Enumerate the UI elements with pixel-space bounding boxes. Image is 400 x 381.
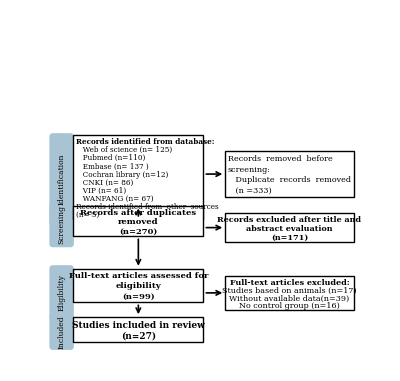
- Text: Eligibility: Eligibility: [58, 274, 66, 311]
- Text: Cochran library (n=12): Cochran library (n=12): [76, 171, 168, 179]
- Text: (n=99): (n=99): [122, 293, 155, 301]
- FancyBboxPatch shape: [225, 213, 354, 242]
- Text: CNKI (n= 86): CNKI (n= 86): [76, 179, 133, 187]
- FancyBboxPatch shape: [225, 276, 354, 310]
- Text: Embase (n= 137 ): Embase (n= 137 ): [76, 162, 148, 170]
- Text: VIP (n= 61): VIP (n= 61): [76, 187, 126, 195]
- Text: Included: Included: [58, 315, 66, 349]
- Text: Records identified from database:: Records identified from database:: [76, 138, 214, 146]
- FancyBboxPatch shape: [73, 317, 204, 342]
- Text: Records identified from  other  sources: Records identified from other sources: [76, 203, 218, 211]
- Text: Duplicate  records  removed: Duplicate records removed: [228, 176, 351, 184]
- Text: (n=270): (n=270): [119, 227, 158, 235]
- Text: Records after duplicates: Records after duplicates: [80, 209, 196, 217]
- Text: Without available data(n=39): Without available data(n=39): [229, 295, 350, 303]
- Text: Records  removed  before: Records removed before: [228, 155, 332, 163]
- Text: removed: removed: [118, 218, 159, 226]
- FancyBboxPatch shape: [49, 265, 74, 320]
- FancyBboxPatch shape: [49, 314, 74, 350]
- FancyBboxPatch shape: [73, 206, 204, 236]
- FancyBboxPatch shape: [49, 133, 74, 225]
- Text: Studies based on animals (n=17): Studies based on animals (n=17): [222, 287, 357, 295]
- Text: Screening: Screening: [58, 205, 66, 244]
- Text: eligibility: eligibility: [116, 282, 161, 290]
- FancyBboxPatch shape: [49, 202, 74, 247]
- Text: Web of science (n= 125): Web of science (n= 125): [76, 146, 172, 154]
- Text: abstract evaluation: abstract evaluation: [246, 225, 333, 233]
- Text: (n =333): (n =333): [228, 187, 271, 195]
- Text: (n= 5): (n= 5): [76, 211, 99, 219]
- Text: (n=27): (n=27): [121, 332, 156, 341]
- Text: No control group (n=16): No control group (n=16): [239, 302, 340, 310]
- Text: (n=171): (n=171): [271, 234, 308, 242]
- Text: Studies included in review: Studies included in review: [72, 321, 205, 330]
- FancyBboxPatch shape: [73, 135, 204, 219]
- Text: Pubmed (n=110): Pubmed (n=110): [76, 154, 145, 162]
- FancyBboxPatch shape: [225, 151, 354, 197]
- Text: screening:: screening:: [228, 166, 271, 174]
- Text: Identification: Identification: [58, 154, 66, 205]
- Text: Records excluded after title and: Records excluded after title and: [218, 216, 362, 224]
- Text: Full-text articles assessed for: Full-text articles assessed for: [69, 272, 208, 280]
- Text: WANFANG (n= 67): WANFANG (n= 67): [76, 195, 153, 203]
- FancyBboxPatch shape: [73, 269, 204, 303]
- Text: Full-text articles excluded:: Full-text articles excluded:: [230, 279, 349, 287]
